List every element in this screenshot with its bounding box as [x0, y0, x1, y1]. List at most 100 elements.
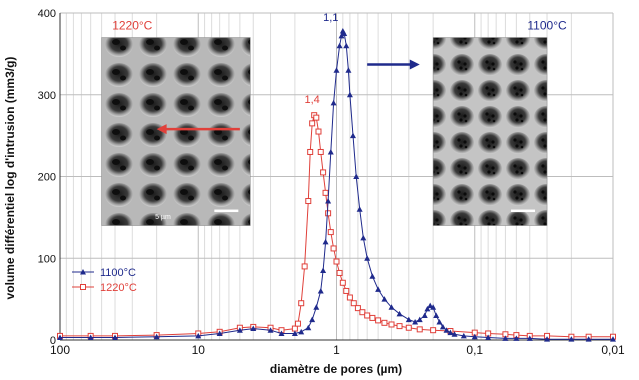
data-point	[195, 332, 202, 339]
legend-label: 1100°C	[100, 267, 136, 279]
data-point	[346, 294, 353, 301]
annotation-label: 1,1	[323, 12, 338, 24]
data-point	[369, 273, 376, 279]
x-tick-label: 0,1	[466, 343, 483, 357]
data-point	[294, 320, 301, 327]
x-axis-label: diamètre de pores (µm)	[270, 362, 402, 376]
data-point	[267, 327, 274, 333]
legend-marker	[80, 284, 86, 290]
data-point	[309, 316, 316, 323]
data-point	[336, 42, 343, 49]
sem-image-1100	[432, 37, 548, 226]
y-tick-label: 200	[38, 172, 56, 184]
legend-marker	[80, 269, 86, 275]
inset-images	[101, 37, 548, 226]
data-point	[447, 329, 454, 336]
data-point	[471, 333, 478, 340]
data-point	[451, 331, 458, 337]
annotation-label: 1,4	[305, 94, 320, 106]
data-point	[359, 309, 366, 316]
data-point	[317, 148, 324, 155]
data-point	[333, 67, 340, 73]
data-point	[388, 304, 395, 310]
data-point	[153, 333, 160, 340]
data-point	[436, 319, 443, 325]
data-point	[341, 30, 348, 36]
data-point	[460, 332, 467, 339]
annotation-label: 1220°C	[112, 18, 152, 32]
data-point	[309, 120, 316, 127]
annotation-label: 1100°C	[527, 18, 567, 32]
data-point	[381, 319, 388, 326]
data-point	[343, 42, 350, 49]
x-tick-label: 100	[50, 343, 70, 357]
data-point	[320, 169, 327, 176]
data-point	[313, 114, 320, 121]
data-point	[349, 132, 356, 139]
data-point	[57, 334, 63, 341]
scale-bar	[511, 209, 536, 213]
y-tick-label: 400	[38, 8, 56, 20]
y-axis-label: volume différentiel log d'intrusion (mm3…	[3, 57, 17, 300]
data-point	[405, 316, 412, 323]
annotation-label: 5 µm	[155, 214, 171, 221]
data-point	[353, 173, 360, 179]
annotations: 1,1 1,4 1220°C 1100°C 5 µm	[112, 12, 567, 221]
data-point	[345, 67, 352, 73]
data-point	[427, 302, 434, 309]
data-point	[315, 128, 322, 135]
data-point	[333, 258, 340, 265]
data-point	[364, 255, 371, 261]
y-tick-label: 300	[38, 90, 56, 102]
data-point	[330, 99, 337, 106]
scale-bar	[214, 209, 239, 213]
x-tick-label: 10	[192, 343, 206, 357]
data-point	[305, 324, 312, 331]
data-point	[291, 325, 298, 332]
data-point	[356, 206, 363, 212]
data-point	[412, 319, 419, 325]
data-point	[87, 334, 94, 341]
data-point	[278, 330, 285, 336]
data-point	[433, 312, 440, 318]
data-point	[396, 310, 403, 317]
data-point	[330, 245, 337, 252]
data-point	[305, 198, 312, 205]
data-point	[375, 317, 382, 324]
data-point	[322, 238, 329, 245]
data-point	[544, 336, 551, 342]
y-tick-label: 0	[50, 335, 56, 347]
data-point	[388, 321, 395, 328]
data-point	[327, 148, 334, 155]
data-point	[585, 336, 592, 342]
data-point	[350, 300, 357, 307]
x-tick-label: 1	[333, 343, 340, 357]
data-point	[298, 300, 305, 307]
arrow-head	[156, 124, 167, 135]
data-point	[375, 286, 382, 292]
data-point	[325, 210, 332, 217]
data-point	[443, 327, 450, 333]
data-point	[421, 312, 428, 318]
legend-label: 1220°C	[100, 282, 137, 294]
data-point	[360, 234, 367, 241]
data-point	[317, 287, 324, 294]
data-point	[364, 312, 371, 319]
data-point	[502, 335, 509, 341]
data-point	[485, 334, 492, 341]
data-point	[526, 335, 533, 341]
data-point	[430, 304, 437, 310]
data-point	[568, 336, 575, 342]
data-series	[57, 27, 616, 342]
data-point	[112, 334, 119, 341]
data-point	[369, 314, 376, 321]
data-point	[325, 198, 332, 204]
data-point	[301, 263, 308, 270]
data-point	[236, 327, 243, 333]
data-point	[610, 336, 616, 342]
data-point	[320, 267, 327, 274]
data-point	[424, 305, 431, 312]
x-tick-label: 0,01	[601, 343, 625, 357]
